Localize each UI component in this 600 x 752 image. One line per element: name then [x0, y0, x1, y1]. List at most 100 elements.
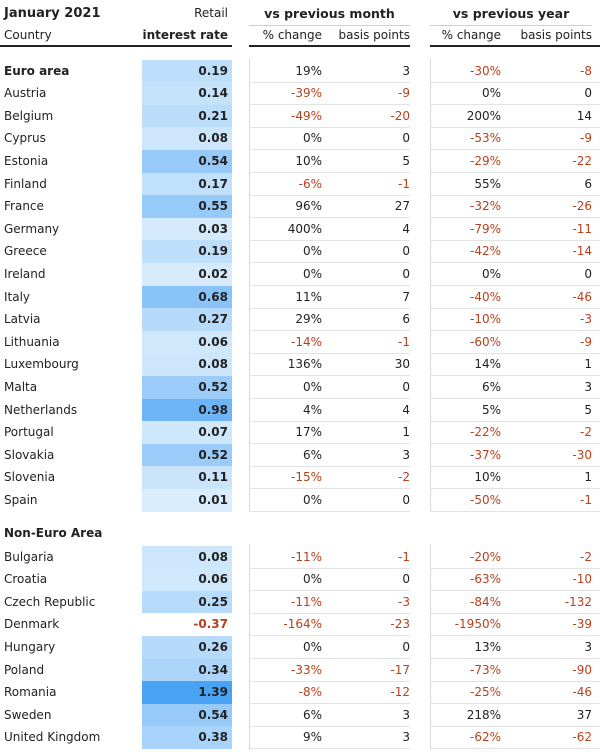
month-basis-points: 3: [402, 730, 410, 745]
table-row: Cyprus 0.08 0% 0 -53% -9: [0, 127, 600, 151]
country-name: Luxembourg: [4, 357, 79, 372]
country-name: Cyprus: [4, 131, 46, 146]
year-basis-points: 6: [584, 176, 592, 191]
month-basis-points: 0: [402, 639, 410, 654]
month-basis-points: 1: [402, 425, 410, 440]
month-basis-points: -1: [398, 334, 410, 349]
country-name: Austria: [4, 86, 47, 101]
row-divider: [249, 126, 410, 128]
month-pct-change: 0%: [302, 492, 322, 507]
month-pct-change: 6%: [302, 447, 322, 462]
rate-value: 0.03: [198, 221, 228, 236]
month-pct-change: -14%: [290, 334, 322, 349]
column-header-rate-line1: Retail: [194, 6, 228, 20]
rate-heat-cell: [142, 59, 232, 83]
row-divider: [249, 420, 410, 422]
rate-value: 0.52: [198, 379, 228, 394]
table-title: January 2021: [4, 6, 101, 21]
month-basis-points: -12: [390, 685, 410, 700]
year-pct-change: -60%: [469, 334, 501, 349]
month-basis-points: 0: [402, 572, 410, 587]
row-divider: [430, 725, 600, 727]
month-pct-change: 136%: [287, 357, 322, 372]
row-divider: [249, 590, 410, 592]
month-basis-points: -2: [398, 470, 410, 485]
row-divider: [430, 443, 600, 445]
separator-year-noneuro: [430, 544, 431, 750]
rate-value: 0.26: [198, 639, 228, 654]
year-basis-points: -10: [572, 572, 592, 587]
row-divider: [430, 703, 600, 705]
row-divider: [430, 420, 600, 422]
country-name: Czech Republic: [4, 594, 96, 609]
row-divider: [430, 104, 600, 106]
table-row: Germany 0.03 400% 4 -79% -11: [0, 217, 600, 241]
month-basis-points: -20: [390, 108, 410, 123]
rate-heat-cell: [142, 703, 232, 727]
rate-heat-cell: [142, 398, 232, 422]
year-pct-change: -50%: [469, 492, 501, 507]
month-basis-points: 0: [402, 492, 410, 507]
country-name: Poland: [4, 662, 45, 677]
row-divider: [430, 488, 600, 490]
month-basis-points: 3: [402, 707, 410, 722]
rate-heat-cell: [142, 82, 232, 105]
year-basis-points: 37: [576, 707, 592, 722]
month-pct-change: -164%: [283, 617, 322, 632]
month-pct-change: 19%: [295, 63, 322, 78]
table-row: Slovakia 0.52 6% 3 -37% -30: [0, 443, 600, 467]
column-header-month-bp: basis points: [338, 28, 410, 42]
row-divider: [249, 567, 410, 569]
country-name: Belgium: [4, 108, 54, 123]
month-basis-points: 0: [402, 131, 410, 146]
row-divider: [249, 330, 410, 332]
year-pct-change: -32%: [469, 199, 501, 214]
year-pct-change: -53%: [469, 131, 501, 146]
group-underline-year: [430, 25, 592, 26]
year-pct-change: 13%: [474, 639, 501, 654]
header-rule-left: [0, 45, 232, 47]
row-divider: [249, 397, 410, 399]
row-divider: [249, 725, 410, 727]
year-pct-change: -40%: [469, 289, 501, 304]
rate-value: 0.01: [198, 492, 228, 507]
table-row: United Kingdom 0.38 9% 3 -62% -62: [0, 726, 600, 750]
month-pct-change: 11%: [295, 289, 322, 304]
month-pct-change: -11%: [290, 594, 322, 609]
year-pct-change: -25%: [469, 685, 501, 700]
year-basis-points: 3: [584, 639, 592, 654]
rate-heat-cell: [142, 262, 232, 286]
rate-value: 0.54: [198, 707, 228, 722]
row-divider: [249, 488, 410, 490]
row-divider: [249, 171, 410, 173]
year-basis-points: -62: [572, 730, 592, 745]
month-pct-change: -6%: [298, 176, 322, 191]
year-pct-change: 55%: [474, 176, 501, 191]
year-basis-points: 14: [576, 108, 592, 123]
rate-heat-cell: [142, 308, 232, 331]
table-row: Denmark -0.37 -164% -23 -1950% -39: [0, 613, 600, 637]
year-pct-change: 5%: [481, 402, 501, 417]
rate-heat-cell: [142, 330, 232, 354]
rate-heat-cell: [142, 466, 232, 490]
month-pct-change: 0%: [302, 131, 322, 146]
year-basis-points: 3: [584, 379, 592, 394]
header-rule-month: [249, 45, 410, 47]
year-pct-change: 0%: [481, 266, 501, 281]
year-pct-change: -10%: [469, 312, 501, 327]
year-pct-change: 218%: [466, 707, 501, 722]
table-row: Portugal 0.07 17% 1 -22% -2: [0, 421, 600, 445]
group-header-year: vs previous year: [452, 6, 570, 21]
row-divider: [249, 510, 410, 512]
year-basis-points: 0: [584, 266, 592, 281]
table-row: Lithuania 0.06 -14% -1 -60% -9: [0, 330, 600, 354]
rate-heat-cell: [142, 613, 232, 637]
rate-value: 0.07: [198, 425, 228, 440]
year-pct-change: -22%: [469, 425, 501, 440]
rate-heat-cell: [142, 421, 232, 444]
row-divider: [249, 375, 410, 377]
rate-heat-cell: [142, 195, 232, 218]
rate-value: 0.06: [198, 334, 228, 349]
year-pct-change: 0%: [481, 86, 501, 101]
month-basis-points: 3: [402, 63, 410, 78]
